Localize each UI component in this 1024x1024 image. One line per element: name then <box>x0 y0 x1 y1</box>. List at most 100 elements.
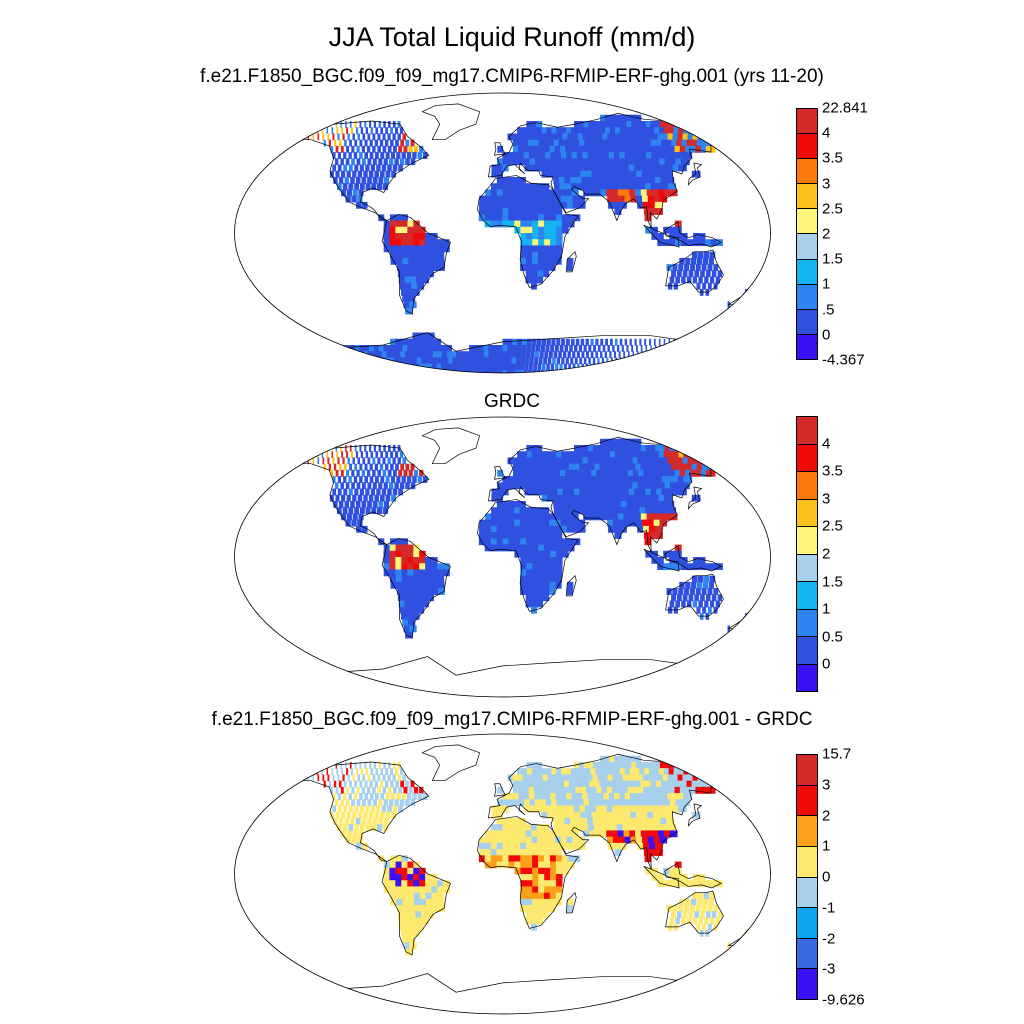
runoff-cell <box>575 786 583 794</box>
runoff-cell <box>582 476 590 483</box>
runoff-cell <box>608 793 617 800</box>
runoff-cell <box>691 257 697 265</box>
runoff-cell <box>658 170 667 178</box>
runoff-cell <box>542 774 550 782</box>
runoff-cell <box>526 233 533 240</box>
runoff-cell <box>652 170 662 178</box>
runoff-cell <box>709 276 715 284</box>
runoff-cell <box>508 836 515 844</box>
runoff-cell <box>553 780 561 788</box>
runoff-cell <box>407 345 415 352</box>
runoff-cell <box>563 811 571 819</box>
runoff-cell <box>656 164 665 172</box>
runoff-cell <box>537 588 544 595</box>
runoff-cell <box>491 494 498 502</box>
runoff-cell <box>371 824 377 832</box>
runoff-cell <box>663 550 670 558</box>
runoff-cell <box>525 836 533 844</box>
runoff-cell <box>671 594 676 602</box>
runoff-cell <box>555 251 563 259</box>
runoff-cell <box>612 164 621 172</box>
runoff-cell <box>662 824 671 832</box>
runoff-cell <box>614 338 618 346</box>
runoff-cell <box>648 201 657 209</box>
runoff-cell <box>357 133 361 141</box>
runoff-cell <box>513 158 520 166</box>
runoff-cell <box>691 170 701 178</box>
runoff-cell <box>526 345 531 352</box>
runoff-cell <box>693 768 704 776</box>
runoff-cell <box>419 874 426 881</box>
runoff-cell <box>559 786 567 794</box>
runoff-cell <box>617 189 626 197</box>
runoff-cell <box>370 488 376 496</box>
runoff-cell <box>343 488 348 496</box>
runoff-cell <box>693 363 697 371</box>
runoff-cell <box>556 557 563 564</box>
runoff-cell <box>502 220 510 228</box>
runoff-cell <box>392 762 396 769</box>
runoff-cell <box>554 513 562 521</box>
runoff-cell <box>307 768 309 776</box>
runoff-cell <box>293 351 305 359</box>
runoff-cell <box>408 588 416 595</box>
runoff-cell <box>352 830 358 838</box>
runoff-cell <box>542 457 550 465</box>
colorbar-tick-label: 15.7 <box>822 745 852 763</box>
runoff-cell <box>362 158 366 166</box>
runoff-cell <box>533 139 540 147</box>
runoff-cell <box>359 345 369 352</box>
runoff-cell <box>561 451 569 459</box>
runoff-cell <box>392 133 396 141</box>
runoff-cell <box>392 121 396 128</box>
runoff-cell <box>590 451 599 459</box>
coastline-uk <box>494 783 506 797</box>
runoff-cell <box>397 264 405 271</box>
runoff-cell <box>652 494 662 502</box>
runoff-cell <box>529 164 537 172</box>
runoff-cell <box>413 544 420 552</box>
runoff-cell <box>396 793 401 800</box>
runoff-cell <box>636 762 645 769</box>
runoff-cell <box>647 811 656 819</box>
runoff-cell <box>311 127 314 135</box>
runoff-cell <box>675 239 682 247</box>
runoff-cell <box>405 139 410 147</box>
runoff-cell <box>592 357 596 365</box>
runoff-cell <box>625 780 634 788</box>
runoff-cell <box>613 842 621 850</box>
coastline-indonesia <box>643 545 722 572</box>
runoff-cell <box>662 457 672 465</box>
runoff-cell <box>707 282 712 290</box>
runoff-cell <box>560 519 568 527</box>
runoff-cell <box>354 824 360 832</box>
runoff-cell <box>321 451 324 459</box>
runoff-cell <box>583 799 591 807</box>
runoff-cell <box>663 239 670 247</box>
runoff-cell <box>382 824 388 832</box>
runoff-cell <box>395 351 404 359</box>
runoff-cell <box>425 251 433 259</box>
runoff-cell <box>335 445 337 452</box>
runoff-cell <box>496 189 504 197</box>
runoff-cell <box>603 152 612 159</box>
runoff-cell <box>676 911 682 919</box>
runoff-cell <box>691 811 701 819</box>
runoff-cell <box>566 152 574 159</box>
runoff-cell <box>553 351 558 359</box>
coastline-antarctica <box>287 656 718 697</box>
runoff-cell <box>593 345 596 352</box>
runoff-cell <box>426 594 434 602</box>
runoff-cell <box>352 774 355 782</box>
runoff-cell <box>647 836 656 844</box>
runoff-cell <box>556 451 564 459</box>
runoff-cell <box>485 519 492 527</box>
runoff-cell <box>672 774 682 782</box>
runoff-cell <box>548 139 556 147</box>
runoff-cell <box>532 544 539 552</box>
runoff-cell <box>520 880 527 888</box>
runoff-cell <box>395 245 403 253</box>
runoff-cell <box>361 786 365 794</box>
runoff-cell <box>555 892 563 900</box>
runoff-cell <box>664 145 674 153</box>
